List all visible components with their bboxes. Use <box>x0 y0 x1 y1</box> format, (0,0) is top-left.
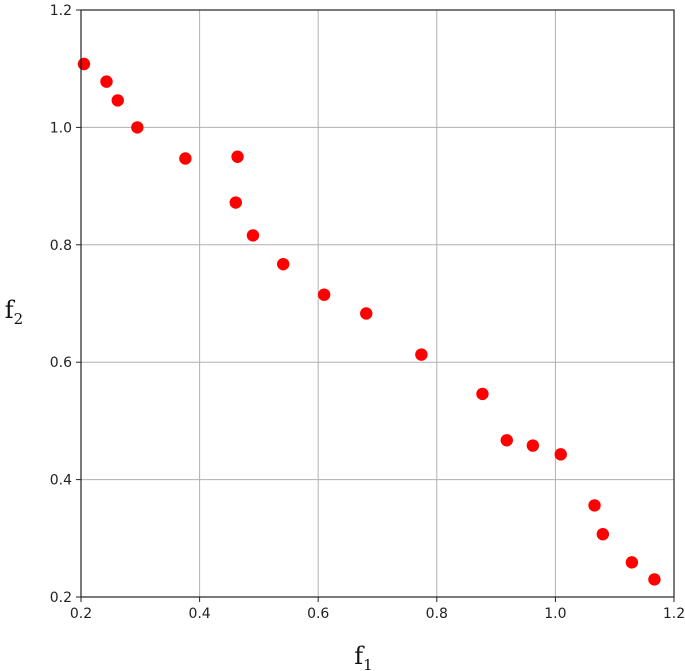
data-point <box>554 448 567 461</box>
data-point <box>588 499 601 512</box>
y-tick-label: 0.2 <box>50 590 72 606</box>
y-axis-title: f2 <box>5 296 23 328</box>
data-point <box>317 288 331 301</box>
data-point <box>500 434 513 447</box>
data-point <box>229 196 242 209</box>
y-axis-title-subscript: 2 <box>14 310 24 328</box>
plot-frame <box>80 9 675 598</box>
y-tick-label: 1.2 <box>50 3 72 19</box>
data-point <box>476 387 489 401</box>
x-axis-title-main: f <box>354 642 365 670</box>
data-point <box>277 257 290 271</box>
x-tick-label: 0.8 <box>426 606 448 622</box>
tick-labels: 0.2 0.4 0.6 0.8 1.0 1.2 0.2 0.4 0.6 0.8 1.0 1.2 <box>50 3 685 622</box>
data-point <box>246 229 260 242</box>
data-point <box>648 573 661 586</box>
y-tick-label: 0.4 <box>50 473 72 489</box>
data-point <box>179 152 192 165</box>
data-point <box>77 57 91 71</box>
data-point <box>415 348 428 361</box>
data-point <box>231 150 244 163</box>
x-tick-label: 0.4 <box>188 606 210 622</box>
data-point <box>625 556 639 569</box>
grid-lines <box>80 9 675 598</box>
y-tick-label: 0.6 <box>50 355 72 371</box>
x-tick-label: 0.6 <box>307 606 329 622</box>
y-axis-title-main: f <box>5 296 16 324</box>
data-point <box>131 121 144 134</box>
data-point <box>526 439 540 452</box>
x-tick-label: 1.2 <box>663 606 685 622</box>
y-tick-label: 1.0 <box>50 120 72 136</box>
data-point <box>360 307 373 320</box>
y-tick-label: 0.8 <box>50 238 72 254</box>
data-point <box>596 527 610 541</box>
x-tick-label: 1.0 <box>544 606 566 622</box>
x-tick-label: 0.2 <box>70 606 92 622</box>
data-points <box>77 57 661 586</box>
data-point <box>111 94 124 107</box>
x-axis-title: f1 <box>354 642 372 671</box>
x-axis-title-subscript: 1 <box>363 656 373 671</box>
data-point <box>100 75 113 88</box>
